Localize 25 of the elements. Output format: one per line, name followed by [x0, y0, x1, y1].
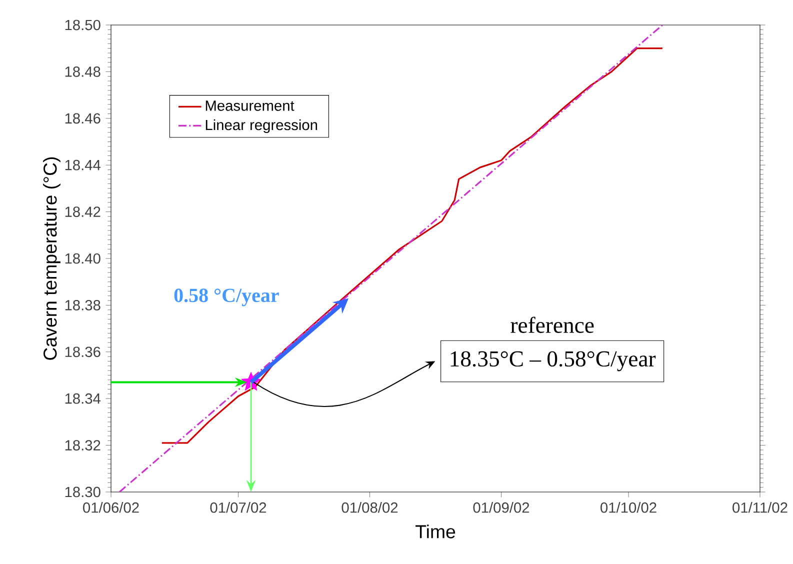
legend-label: Measurement — [206, 100, 294, 111]
y-tick-label: 18.40 — [65, 253, 100, 264]
y-tick-label: 18.44 — [65, 160, 101, 170]
x-tick-label: 01/08/02 — [342, 502, 398, 513]
y-tick-label: 18.34 — [65, 393, 101, 404]
y-axis-title: Cavern temperature (°C) — [43, 157, 60, 360]
y-tick-label: 18.46 — [65, 113, 100, 124]
annotation: 0.58 °C/year — [174, 288, 279, 306]
y-tick-label: 18.38 — [65, 300, 100, 310]
line-series — [161, 48, 664, 444]
y-tick-label: 18.32 — [65, 440, 100, 450]
x-tick-label: 01/10/02 — [600, 502, 656, 513]
y-tick-label: 18.48 — [65, 66, 100, 77]
y-tick-label: 18.50 — [65, 20, 100, 30]
y-tick-label: 18.36 — [65, 346, 100, 358]
y-tick-label: 18.30 — [65, 486, 100, 498]
annotation: 18.35°C – 0.58°C/year — [450, 351, 656, 372]
x-axis-title: Time — [416, 524, 456, 538]
x-tick-label: 01/09/02 — [473, 502, 530, 513]
x-tick-label: 01/11/02 — [732, 502, 788, 513]
y-tick-label: 18.42 — [65, 206, 100, 217]
annotation: reference — [510, 316, 594, 333]
x-tick-label: 01/06/02 — [83, 502, 139, 513]
legend-label: Linear regression — [206, 119, 318, 134]
x-tick-label: 01/07/02 — [210, 502, 266, 513]
